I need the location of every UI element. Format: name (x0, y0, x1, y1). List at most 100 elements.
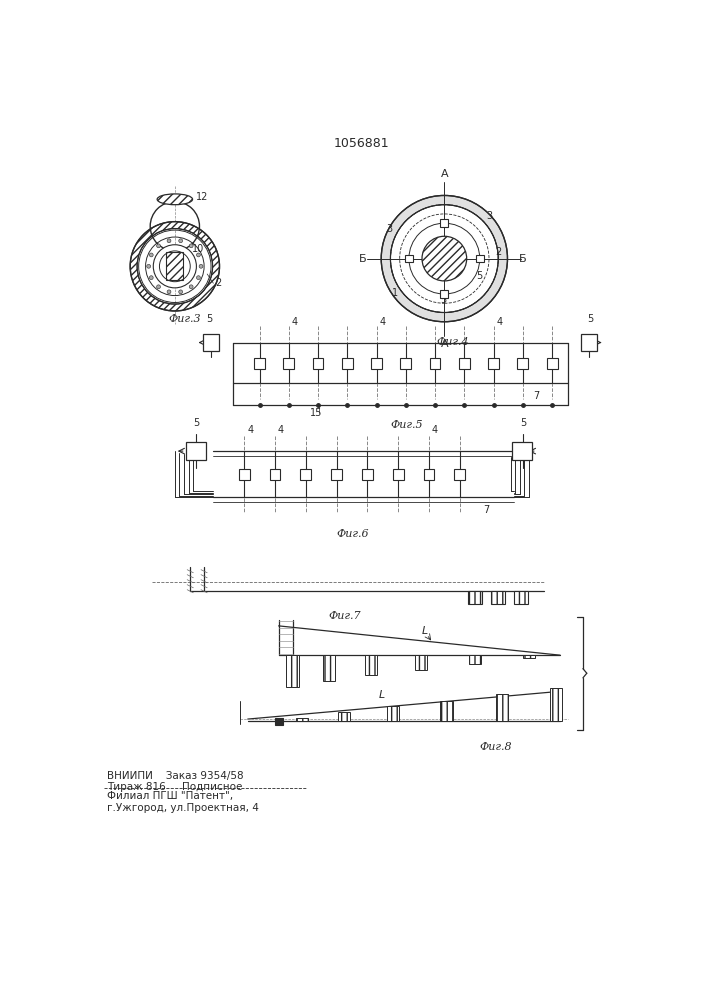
Bar (286, 655, 299, 687)
Text: 4: 4 (278, 425, 284, 435)
Text: Фиг.8: Фиг.8 (479, 742, 512, 752)
Bar (204, 334, 218, 351)
Circle shape (167, 239, 171, 243)
Text: 12: 12 (197, 192, 209, 202)
Bar (338, 712, 351, 721)
Text: 7: 7 (483, 505, 489, 515)
Text: 1: 1 (392, 288, 398, 298)
Bar (254, 358, 265, 369)
Wedge shape (381, 195, 508, 322)
Text: Фиг.3: Фиг.3 (169, 314, 201, 324)
Circle shape (147, 264, 151, 268)
Bar (459, 358, 469, 369)
Bar (405, 255, 413, 262)
Bar (415, 655, 428, 670)
Circle shape (197, 253, 200, 257)
Text: L: L (379, 690, 385, 700)
Circle shape (197, 276, 200, 280)
Bar (440, 219, 448, 227)
Bar (455, 469, 465, 480)
Text: 4: 4 (432, 425, 438, 435)
Bar (430, 358, 440, 369)
Text: 5: 5 (440, 295, 447, 305)
Ellipse shape (157, 194, 192, 205)
Bar (342, 358, 353, 369)
Bar (547, 358, 558, 369)
Bar (296, 718, 308, 721)
Text: 5: 5 (477, 271, 483, 281)
Bar (496, 694, 508, 721)
Text: 10: 10 (192, 244, 204, 254)
Bar (284, 358, 294, 369)
Bar (365, 655, 378, 675)
Bar (512, 442, 532, 460)
Text: Фиг.7: Фиг.7 (329, 611, 361, 621)
Wedge shape (130, 222, 219, 311)
Bar (581, 334, 597, 351)
Text: 7: 7 (533, 391, 539, 401)
Bar (400, 358, 411, 369)
Text: 5: 5 (193, 418, 199, 428)
Text: 3: 3 (387, 224, 392, 234)
Circle shape (189, 285, 193, 289)
Text: 1056881: 1056881 (334, 137, 390, 150)
Circle shape (167, 290, 171, 294)
Text: 3: 3 (486, 211, 493, 221)
Text: Тираж 816     Подписное: Тираж 816 Подписное (107, 782, 243, 792)
Bar (489, 358, 499, 369)
Circle shape (149, 253, 153, 257)
Text: А: А (440, 339, 448, 349)
Text: А: А (440, 169, 448, 179)
Text: 5: 5 (588, 314, 594, 324)
Bar (518, 358, 528, 369)
Text: Фиг.4: Фиг.4 (437, 337, 469, 347)
Text: Фиг.5: Фиг.5 (390, 420, 423, 430)
Bar (166, 252, 183, 280)
Bar (440, 290, 448, 298)
Text: ВНИИПИ    Заказ 9354/58: ВНИИПИ Заказ 9354/58 (107, 771, 244, 781)
Text: L: L (421, 626, 428, 636)
Bar (423, 469, 434, 480)
Text: 4: 4 (247, 425, 253, 435)
Bar (469, 655, 481, 664)
Circle shape (179, 239, 182, 243)
Circle shape (189, 244, 193, 248)
Bar (371, 358, 382, 369)
Text: Фиг.6: Фиг.6 (337, 529, 369, 539)
Circle shape (199, 264, 203, 268)
Bar (550, 688, 562, 721)
Bar (523, 655, 535, 658)
Text: 4: 4 (497, 317, 503, 327)
Text: 5: 5 (206, 314, 213, 324)
Text: Б: Б (359, 254, 366, 264)
Text: 2: 2 (495, 247, 501, 257)
Bar (476, 255, 484, 262)
Bar (362, 469, 373, 480)
Bar (440, 701, 452, 721)
Text: 15: 15 (310, 408, 322, 418)
Bar (239, 469, 250, 480)
Bar (322, 655, 335, 681)
Circle shape (156, 285, 160, 289)
Circle shape (156, 244, 160, 248)
Text: г.Ужгород, ул.Проектная, 4: г.Ужгород, ул.Проектная, 4 (107, 803, 259, 813)
Circle shape (422, 236, 467, 281)
Circle shape (149, 276, 153, 280)
Text: 5: 5 (520, 418, 526, 428)
Bar (269, 469, 281, 480)
Text: Б: Б (519, 254, 527, 264)
Text: 4: 4 (380, 317, 386, 327)
Bar (515, 591, 528, 604)
Bar (387, 706, 399, 721)
Text: Филиал ПГШ "Патент",: Филиал ПГШ "Патент", (107, 791, 233, 801)
Bar (468, 591, 482, 604)
Bar (393, 469, 404, 480)
Circle shape (179, 290, 182, 294)
Text: 2: 2 (215, 278, 221, 288)
Circle shape (153, 245, 197, 288)
Bar (312, 358, 324, 369)
Bar (491, 591, 506, 604)
Bar (331, 469, 342, 480)
Bar (300, 469, 311, 480)
Bar (275, 718, 283, 725)
